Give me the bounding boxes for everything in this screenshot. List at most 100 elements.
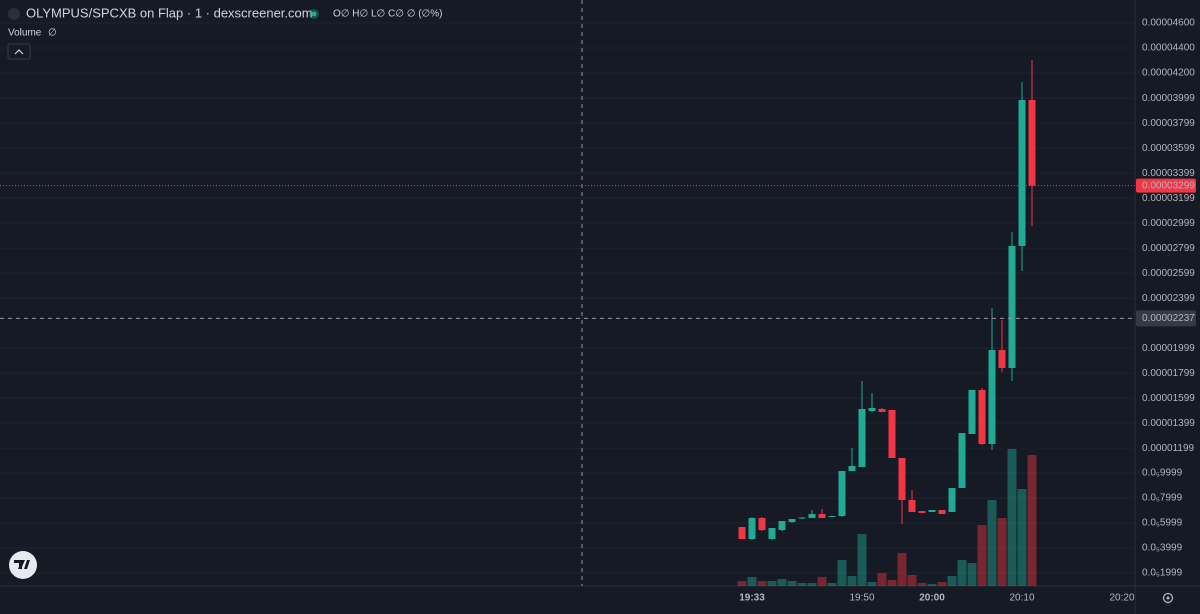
volume-bar (837, 560, 847, 586)
candle-body (798, 517, 806, 519)
volume-bar (987, 500, 997, 586)
candle-body (928, 510, 936, 512)
y-tick-label: 0.00002599 (1142, 268, 1195, 279)
candle-body (808, 514, 816, 518)
candle-body (898, 458, 906, 500)
y-tick-label: 0.00001799 (1142, 368, 1195, 379)
volume-bar (997, 518, 1007, 586)
volume-bar (1007, 449, 1017, 586)
y-tick-label: 0.00003999 (1142, 93, 1195, 104)
y-tick-label: 0.00001199 (1142, 443, 1195, 454)
candle-body (858, 409, 866, 467)
volume-bar (957, 560, 967, 586)
x-tick-label: 20:10 (1009, 593, 1034, 604)
volume-bar (827, 583, 837, 586)
volume-bar (797, 583, 807, 586)
candle-body (968, 390, 976, 434)
volume-bar (737, 581, 747, 586)
x-tick-label: 20:20 (1109, 593, 1134, 604)
ohlc-legend: O∅ H∅ L∅ C∅ ∅ (∅%) (333, 9, 443, 20)
crosshair-label: 0.00002237 (1142, 313, 1195, 324)
y-tick-label: 0.00002799 (1142, 243, 1195, 254)
candle-body (738, 527, 746, 539)
volume-bar (1027, 455, 1037, 586)
candle-body (1008, 246, 1016, 368)
volume-bar (907, 575, 917, 586)
volume-bar (757, 581, 767, 586)
volume-bar (877, 573, 887, 586)
y-tick-label: 0.00002399 (1142, 293, 1195, 304)
volume-bar (977, 525, 987, 586)
volume-value: ∅ (48, 28, 57, 39)
volume-bar (747, 577, 757, 586)
grid (0, 22, 1135, 574)
y-tick-label: 0.00002999 (1142, 218, 1195, 229)
volume-bar (917, 583, 927, 586)
y-tick-label: 0.0₅5999 (1142, 518, 1183, 529)
volume-bar (897, 553, 907, 586)
candle-body (768, 528, 776, 539)
candle-body (948, 488, 956, 512)
volume-bar (967, 563, 977, 586)
y-tick-label: 0.00001599 (1142, 393, 1195, 404)
settings-icon-center (1166, 596, 1170, 600)
x-tick-label: 19:50 (849, 593, 874, 604)
volume-bar (847, 576, 857, 586)
candle-body (888, 410, 896, 458)
candle-body (838, 471, 846, 516)
y-tick-label: 0.00001999 (1142, 343, 1195, 354)
settings-icon[interactable] (1162, 592, 1174, 604)
status-dot (311, 11, 317, 17)
volume-legend: Volume (8, 28, 42, 39)
candle-body (998, 350, 1006, 368)
candle-body (938, 510, 946, 514)
collapse-icon (14, 49, 24, 55)
tv-logo[interactable] (9, 551, 37, 579)
candle-body (958, 433, 966, 488)
candle-body (868, 408, 876, 411)
symbol-icon (8, 8, 20, 20)
candle-body (1018, 100, 1026, 246)
y-tick-label: 0.00004600 (1142, 18, 1195, 29)
volume-bar (807, 583, 817, 586)
volume-bar (927, 584, 937, 586)
volume-bar (1017, 489, 1027, 586)
x-tick-label: 20:00 (919, 593, 945, 604)
volume-bar (947, 576, 957, 586)
candle-body (788, 519, 796, 522)
y-tick-label: 0.00004400 (1142, 43, 1195, 54)
candle-body (818, 514, 826, 518)
volume-bar (777, 579, 787, 586)
volume-bar (867, 582, 877, 586)
tv-logo-mark (14, 560, 30, 569)
candle-body (988, 350, 996, 444)
crosshair-tag (1136, 310, 1196, 327)
candle-body (748, 518, 756, 539)
collapse-button[interactable] (7, 43, 31, 60)
candle-body (908, 500, 916, 512)
candle-body (828, 516, 836, 517)
x-tick-label: 19:33 (739, 593, 765, 604)
chart-title: OLYMPUS/SPCXB on Flap · 1 · dexscreener.… (26, 5, 313, 20)
volume-bar (887, 580, 897, 586)
candle-body (778, 521, 786, 530)
volume-bar (787, 581, 797, 586)
y-tick-label: 0.00004200 (1142, 68, 1195, 79)
volume-bar (817, 577, 827, 586)
candle-body (848, 466, 856, 471)
candle-body (1028, 100, 1036, 186)
y-tick-label: 0.00003399 (1142, 168, 1195, 179)
y-tick-label: 0.00003599 (1142, 143, 1195, 154)
y-tick-label: 0.00003799 (1142, 118, 1195, 129)
volume-bar (937, 582, 947, 586)
last-price-label: 0.00003299 (1142, 180, 1195, 191)
volume-bar (767, 581, 777, 586)
candle-body (878, 409, 886, 412)
candle-body (758, 518, 766, 530)
y-tick-label: 0.0₅7999 (1142, 493, 1183, 504)
y-tick-label: 0.00001399 (1142, 418, 1195, 429)
candle-body (918, 511, 926, 513)
volume-bar (857, 534, 867, 586)
